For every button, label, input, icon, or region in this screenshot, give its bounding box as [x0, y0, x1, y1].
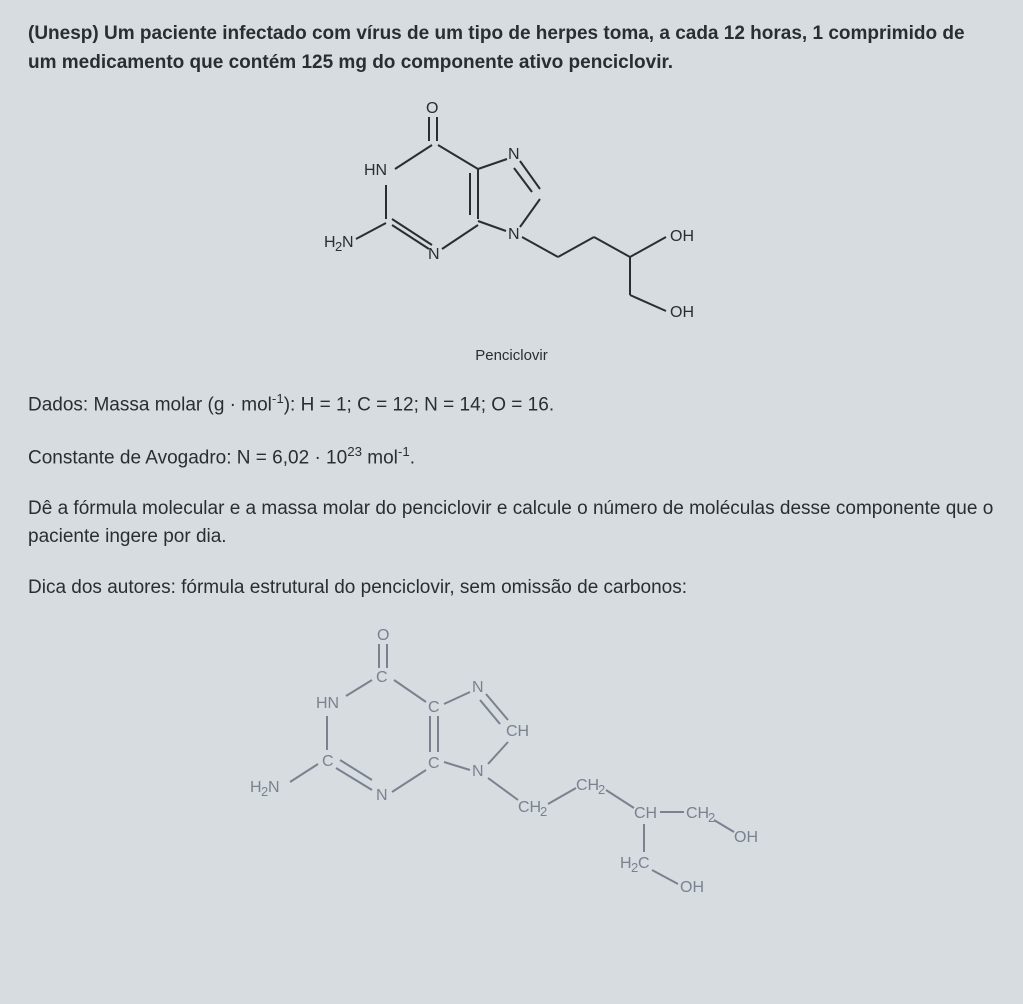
- question-text: Dê a fórmula molecular e a massa molar d…: [28, 495, 995, 552]
- atom-H2N-N: N: [342, 234, 354, 251]
- atom2-H2N-H: H: [250, 779, 262, 796]
- atom2-HN: HN: [316, 695, 339, 712]
- atom2-OH2: OH: [680, 879, 704, 896]
- atom-N-imid1: N: [508, 146, 520, 163]
- atom2-N-ring: N: [376, 787, 388, 804]
- atom2-CH2b-2: 2: [598, 782, 605, 797]
- atom2-H2C-H: H: [620, 855, 632, 872]
- atom2-H2C-C: C: [638, 855, 650, 872]
- atom2-C-ur: C: [428, 699, 440, 716]
- atom2-CH: CH: [506, 723, 529, 740]
- atom2-CH2b: CH: [576, 777, 599, 794]
- hint-text: Dica dos autores: fórmula estrutural do …: [28, 574, 995, 603]
- atom2-CH2OH-2: 2: [708, 810, 715, 825]
- avogadro-constant: Constante de Avogadro: N = 6,02 · 1023 m…: [28, 442, 995, 473]
- penciclovir-structure-simple: O HN H 2 N N N N OH OH: [28, 99, 995, 339]
- atom-H2N-H: H: [324, 234, 336, 251]
- atom2-H2N-N: N: [268, 779, 280, 796]
- molar-mass-data: Dados: Massa molar (g · mol-1): H = 1; C…: [28, 389, 995, 420]
- atom2-C-top: C: [376, 669, 388, 686]
- atom2-N-imid1: N: [472, 679, 484, 696]
- atom2-O: O: [377, 627, 389, 644]
- atom2-CH2a: CH: [518, 799, 541, 816]
- atom2-OH1: OH: [734, 829, 758, 846]
- atom-O: O: [426, 100, 438, 117]
- penciclovir-structure-expanded: O C HN C N C C H 2 N N CH N CH 2: [28, 624, 995, 914]
- atom2-C-lr: C: [428, 755, 440, 772]
- atom-N-ring: N: [428, 246, 440, 263]
- atom-OH1: OH: [670, 228, 694, 245]
- intro-text: (Unesp) Um paciente infectado com vírus …: [28, 20, 995, 77]
- atom-HN: HN: [364, 162, 387, 179]
- atom2-CH2a-2: 2: [540, 804, 547, 819]
- atom-OH2: OH: [670, 304, 694, 321]
- atom2-CH2OH-C: CH: [686, 805, 709, 822]
- atom-N-imid2: N: [508, 226, 520, 243]
- atom2-CHmid: CH: [634, 805, 657, 822]
- atom2-C-ll: C: [322, 753, 334, 770]
- atom2-N-imid2: N: [472, 763, 484, 780]
- figure-caption: Penciclovir: [28, 345, 995, 368]
